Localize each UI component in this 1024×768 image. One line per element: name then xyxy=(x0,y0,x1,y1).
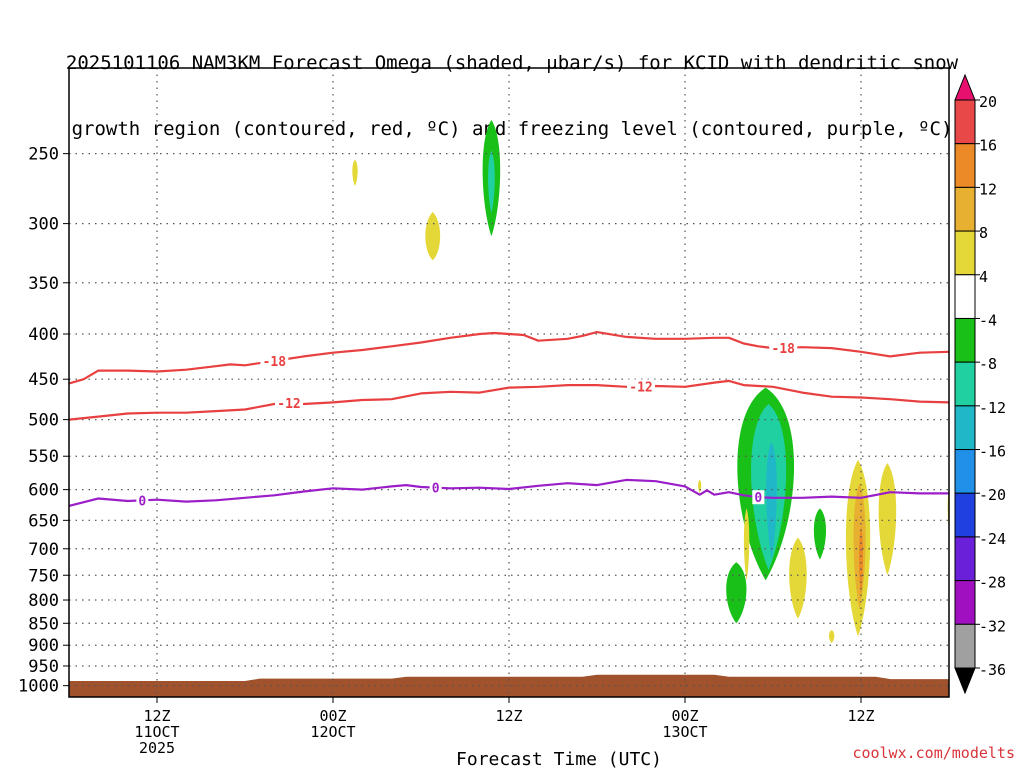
colorbar-label: 12 xyxy=(979,180,997,198)
omega-shade-7 xyxy=(726,562,747,624)
y-tick-label: 850 xyxy=(28,614,59,634)
colorbar-box-8 xyxy=(954,449,976,494)
colorbar-box-6 xyxy=(954,361,976,407)
x-tick-label: 13OCT xyxy=(662,723,707,741)
chart-title-line2: growth region (contoured, red, ºC) and f… xyxy=(71,118,953,140)
contour-label: -12 xyxy=(277,397,300,412)
x-tick-label: 12Z xyxy=(143,707,170,725)
x-axis-label: Forecast Time (UTC) xyxy=(456,749,662,768)
contour-label-bg-1-1 xyxy=(627,379,655,394)
colorbar-label: -12 xyxy=(979,399,1006,417)
contour-label: -18 xyxy=(772,342,796,357)
colorbar-label: -28 xyxy=(979,574,1006,592)
colorbar-box-1 xyxy=(954,143,976,188)
colorbar-label: -8 xyxy=(979,355,997,373)
contour-label-bg-0-1 xyxy=(769,340,798,355)
contour-line--18 xyxy=(69,331,949,385)
colorbar-label: -16 xyxy=(979,443,1006,461)
colorbar-arrow-top xyxy=(954,73,976,101)
y-tick-label: 300 xyxy=(28,215,59,235)
colorbar-label: 4 xyxy=(979,268,988,286)
contour-label: -12 xyxy=(629,380,652,395)
contour-label: 0 xyxy=(754,491,762,506)
colorbar-box-12 xyxy=(954,623,976,669)
contour-label: 0 xyxy=(138,494,146,509)
contour-label-bg-1-0 xyxy=(275,396,303,411)
omega-shade-16 xyxy=(878,463,897,576)
y-tick-label: 650 xyxy=(28,511,59,531)
contour-label-bg-2-1 xyxy=(429,480,442,495)
omega-shade-3 xyxy=(488,150,495,214)
y-tick-label: 400 xyxy=(28,325,59,345)
plot-area: -18 -18 -12 -12 0 0 0 xyxy=(69,68,949,697)
x-tick-label: 00Z xyxy=(319,707,346,725)
omega-shade-12 xyxy=(698,479,702,493)
colorbar-label: -32 xyxy=(979,617,1006,635)
colorbar-label: -36 xyxy=(979,661,1006,679)
colorbar-label: -24 xyxy=(979,530,1006,548)
contour-label-bg-2-2 xyxy=(752,490,765,505)
y-tick-label: 750 xyxy=(28,566,59,586)
colorbar-box-9 xyxy=(954,492,976,538)
colorbar-label: 8 xyxy=(979,224,988,242)
contour-label: 0 xyxy=(432,482,440,497)
plot-frame xyxy=(68,67,950,698)
y-tick-label: 500 xyxy=(28,411,59,431)
y-tick-label: 600 xyxy=(28,481,59,501)
omega-shade-11 xyxy=(828,629,835,644)
colorbar-label: -4 xyxy=(979,311,997,329)
colorbar-box-2 xyxy=(954,186,976,232)
omega-shade-9 xyxy=(789,537,807,619)
omega-shade-6 xyxy=(766,442,777,560)
omega-shade-15 xyxy=(858,526,864,596)
omega-shade-10 xyxy=(743,508,750,581)
y-tick-label: 900 xyxy=(28,636,59,656)
y-tick-label: 450 xyxy=(28,370,59,390)
y-tick-label: 350 xyxy=(28,274,59,294)
contour-line--12 xyxy=(69,379,949,421)
site-credit: coolwx.com/modelts xyxy=(852,744,1015,762)
y-tick-label: 800 xyxy=(28,591,59,611)
omega-shade-1 xyxy=(425,211,441,261)
colorbar-label: 16 xyxy=(979,137,997,155)
colorbar-arrow-bottom xyxy=(954,667,976,695)
y-tick-label: 700 xyxy=(28,540,59,560)
x-tick-label: 12Z xyxy=(495,707,522,725)
contour-label: -18 xyxy=(263,355,287,370)
y-tick-label: 950 xyxy=(28,657,59,677)
colorbar-box-10 xyxy=(954,536,976,582)
omega-shade-0 xyxy=(352,159,358,187)
contour-label-bg-2-0 xyxy=(136,493,149,508)
x-tick-label: 11OCT xyxy=(134,723,179,741)
contour-line-0 xyxy=(69,478,949,507)
colorbar-box-7 xyxy=(954,405,976,451)
colorbar-box-3 xyxy=(954,230,976,276)
colorbar-label: -20 xyxy=(979,486,1006,504)
colorbar-label: 20 xyxy=(979,93,997,111)
colorbar-box-0 xyxy=(954,99,976,145)
y-tick-label: 550 xyxy=(28,447,59,467)
colorbar-box-11 xyxy=(954,580,976,625)
colorbar-box-5 xyxy=(954,317,976,363)
x-tick-label: 12Z xyxy=(847,707,874,725)
y-tick-label: 250 xyxy=(28,145,59,165)
x-tick-label: 00Z xyxy=(671,707,698,725)
x-tick-label: 12OCT xyxy=(310,723,355,741)
contour-label-bg-0-0 xyxy=(260,353,289,368)
colorbar-box-4 xyxy=(954,274,976,319)
omega-shade-8 xyxy=(813,508,827,560)
x-tick-label: 2025 xyxy=(139,739,175,757)
y-tick-label: 1000 xyxy=(18,677,59,697)
